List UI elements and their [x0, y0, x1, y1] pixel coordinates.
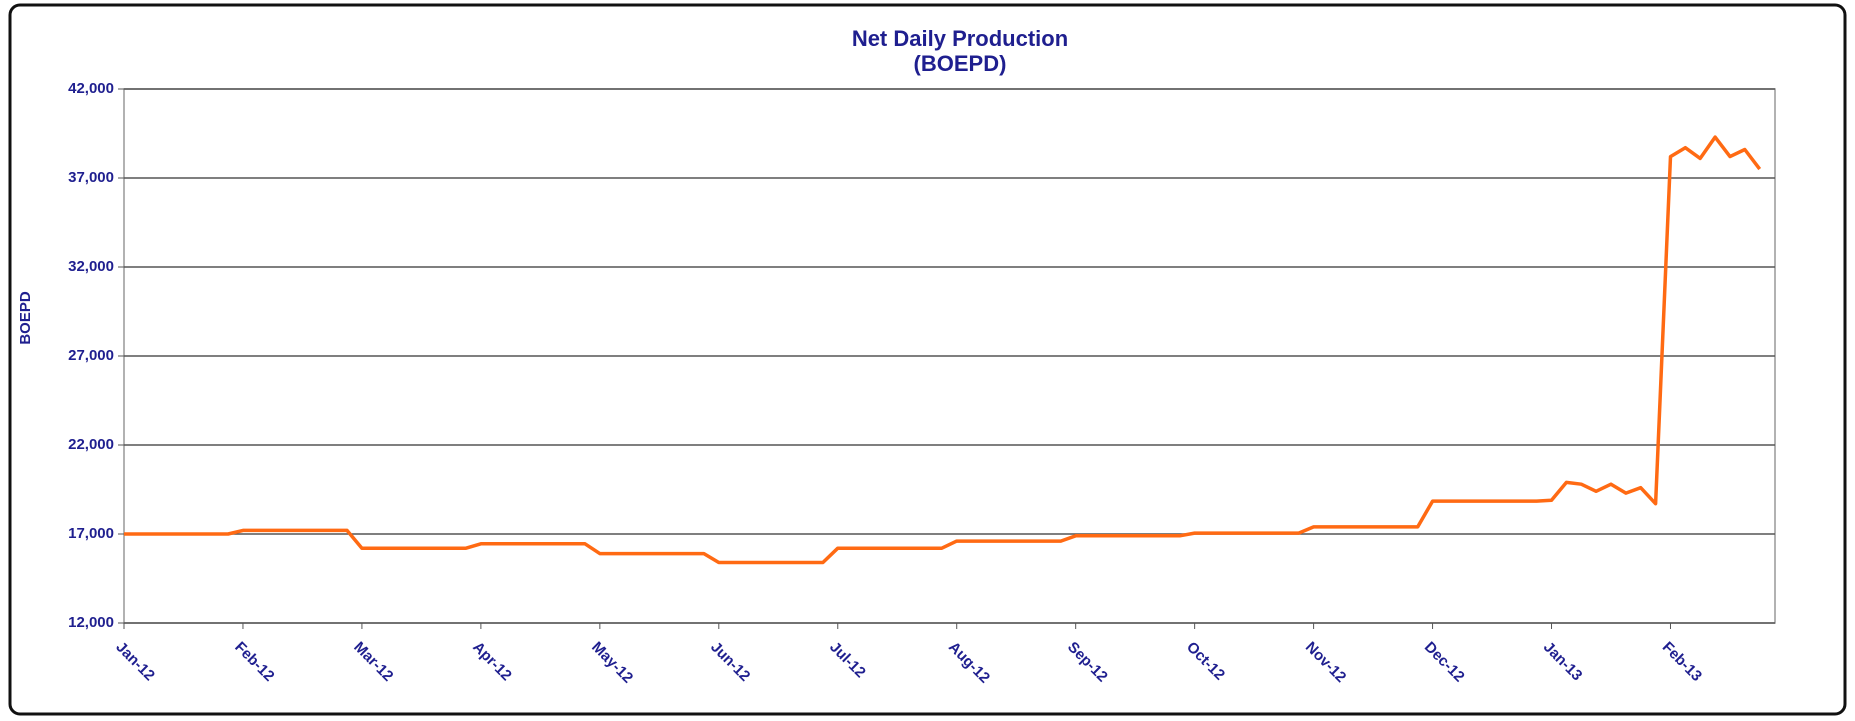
chart-frame: [8, 3, 1847, 716]
y-tick-label: 17,000: [68, 525, 114, 542]
y-tick-label: 42,000: [68, 80, 114, 97]
y-tick-label: 12,000: [68, 614, 114, 631]
y-tick-label: 32,000: [68, 258, 114, 275]
y-tick-label: 37,000: [68, 169, 114, 186]
chart-subtitle: (BOEPD): [914, 51, 1007, 76]
y-axis-label: BOEPD: [17, 291, 34, 345]
y-tick-label: 22,000: [68, 436, 114, 453]
y-tick-label: 27,000: [68, 347, 114, 364]
chart-title: Net Daily Production: [852, 26, 1068, 51]
data-line: [124, 135, 1762, 565]
